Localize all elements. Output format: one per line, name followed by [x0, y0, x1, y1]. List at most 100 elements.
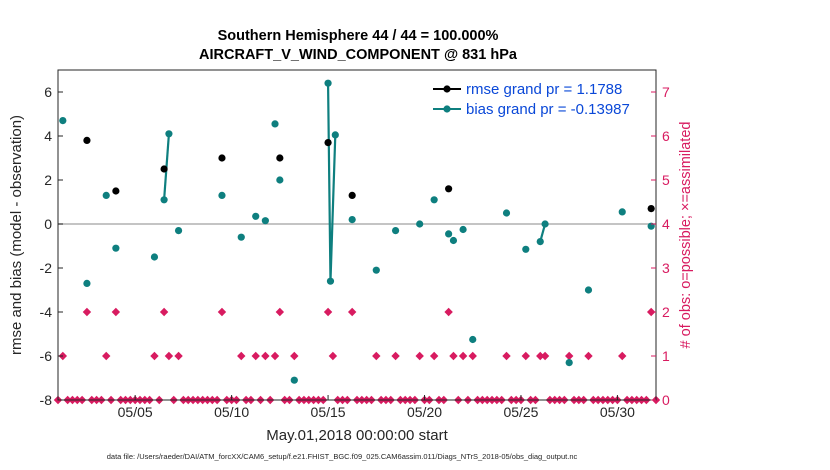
legend-rmse-label: rmse grand pr = 1.1788 [466, 81, 622, 98]
obs-count-marker [372, 351, 381, 361]
rmse-point [348, 191, 356, 199]
rmse-point [647, 205, 655, 213]
bias-point [430, 196, 438, 204]
bias-point [449, 236, 458, 245]
legend: rmse grand pr = 1.1788 bias grand pr = -… [428, 76, 648, 118]
y-right-tick-label: 0 [662, 392, 670, 408]
chart-subtitle: AIRCRAFT_V_WIND_COMPONENT @ 831 hPa [199, 47, 518, 63]
obs-count-marker [449, 351, 458, 361]
bias-point [565, 359, 573, 367]
legend-bias-marker [443, 105, 451, 113]
y-right-tick-label: 4 [662, 216, 670, 232]
obs-count-marker [444, 307, 453, 317]
obs-count-marker [536, 351, 545, 361]
bias-point [174, 227, 183, 235]
obs-count-marker [159, 307, 169, 317]
bias-point [522, 245, 530, 253]
bias-point [536, 238, 544, 246]
bias-point [150, 253, 159, 261]
rmse-point [112, 187, 120, 195]
data-file-footer: data file: /Users/raeder/DAI/ATM_forcXX/… [107, 452, 578, 461]
obs-count-marker [217, 307, 227, 317]
bias-point [290, 376, 298, 384]
bias-point [469, 335, 477, 344]
bias-point [372, 266, 380, 274]
bias-point [112, 244, 120, 252]
obs-count-marker [164, 351, 174, 361]
bias-point [331, 131, 339, 139]
y-right-tick-label: 5 [662, 172, 670, 188]
x-tick-label: 05/05 [118, 404, 153, 420]
bias-point [271, 120, 279, 128]
bias-point [445, 230, 453, 238]
rmse-point [445, 185, 453, 193]
y-right-tick-label: 2 [662, 304, 670, 320]
obs-count-marker [521, 351, 530, 361]
bias-point [83, 279, 91, 287]
obs-count-marker [82, 307, 92, 317]
obs-count-marker [323, 307, 333, 317]
chart-title: Southern Hemisphere 44 / 44 = 100.000% [218, 28, 499, 44]
obs-count-marker [328, 351, 338, 361]
x-tick-label: 05/10 [214, 404, 249, 420]
bias-point [416, 220, 424, 228]
axis-layer: -8 -6 -4 -2 0 2 4 6 0 1 2 3 4 5 6 7 05/05 05/10 05/15 05/20… [40, 84, 670, 420]
series-layer [59, 79, 655, 384]
y-tick-label: -4 [40, 304, 53, 320]
y-right-tick-label: 1 [662, 348, 670, 364]
obs-count-marker [618, 351, 627, 361]
y-axis-label-right: # of obs: o=possible; ×=assimilated [678, 122, 694, 349]
obs-count-marker [391, 351, 400, 361]
obs-count-marker [415, 351, 424, 361]
bias-point [502, 209, 511, 217]
bias-point [218, 191, 226, 199]
legend-bias-label: bias grand pr = -0.13987 [466, 101, 630, 118]
y-right-tick-label: 6 [662, 128, 670, 144]
obs-count-marker [174, 351, 183, 361]
x-tick-label: 05/20 [407, 404, 442, 420]
y-axis-label: rmse and bias (model - observation) [8, 115, 25, 355]
y-right-tick-label: 3 [662, 260, 670, 276]
bias-point [459, 225, 467, 234]
bias-point [102, 191, 110, 199]
obs-count-marker [584, 351, 593, 361]
obs-count-marker [290, 351, 299, 361]
obs-count-marker [429, 351, 439, 361]
obs-count-marker [261, 351, 270, 361]
bias-point [261, 217, 269, 225]
y-right-tick-label: 7 [662, 84, 670, 100]
x-tick-label: 05/25 [503, 404, 538, 420]
obs-count-marker [111, 307, 121, 317]
bias-point [541, 220, 549, 228]
y-tick-label: -2 [40, 260, 53, 276]
y-tick-label: -8 [40, 392, 53, 408]
legend-rmse-marker [443, 85, 451, 93]
plot-frame [57, 69, 657, 401]
bias-point [160, 196, 168, 204]
obs-count-marker [502, 351, 511, 361]
plot-background [58, 70, 656, 400]
obs-count-marker [270, 351, 280, 361]
y-tick-label: -6 [40, 348, 53, 364]
obs-count-marker [251, 351, 260, 361]
bias-point [252, 212, 260, 220]
y-tick-label: 0 [44, 216, 52, 232]
obs-count-marker [458, 351, 468, 361]
obs-count-marker [468, 351, 477, 361]
rmse-point [218, 154, 226, 162]
bias-point [618, 208, 626, 216]
bias-point [584, 286, 593, 294]
obs-count-marker [275, 307, 285, 317]
x-tick-label: 05/30 [600, 404, 635, 420]
rmse-point [83, 136, 91, 144]
bias-point [59, 117, 67, 125]
y-tick-label: 6 [44, 84, 52, 100]
y-tick-label: 4 [44, 128, 52, 144]
obs-count-marker [237, 351, 246, 361]
rmse-point [276, 154, 284, 162]
x-tick-label: 05/15 [311, 404, 346, 420]
bias-point [276, 176, 284, 184]
bias-point [348, 216, 356, 224]
bias-point [324, 79, 332, 87]
obs-count-marker [102, 351, 111, 361]
